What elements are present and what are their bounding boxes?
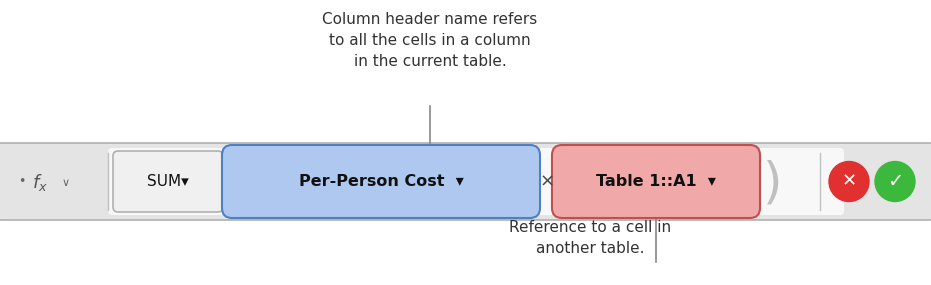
- FancyBboxPatch shape: [0, 143, 931, 220]
- Text: $f_x$: $f_x$: [32, 172, 47, 193]
- Text: ): ): [763, 160, 783, 207]
- Text: ✓: ✓: [887, 172, 903, 191]
- Text: •: •: [18, 175, 25, 188]
- Text: SUM▾: SUM▾: [147, 174, 189, 189]
- Circle shape: [829, 162, 869, 201]
- FancyBboxPatch shape: [552, 145, 760, 218]
- FancyBboxPatch shape: [113, 151, 223, 212]
- Text: ×: ×: [539, 172, 555, 190]
- Text: Reference to a cell in
another table.: Reference to a cell in another table.: [509, 220, 671, 256]
- Text: ✕: ✕: [842, 172, 857, 190]
- FancyBboxPatch shape: [108, 148, 844, 215]
- Text: Per-Person Cost  ▾: Per-Person Cost ▾: [299, 174, 464, 189]
- FancyBboxPatch shape: [222, 145, 540, 218]
- Text: ∨: ∨: [62, 178, 70, 188]
- Text: Column header name refers
to all the cells in a column
in the current table.: Column header name refers to all the cel…: [322, 12, 537, 69]
- Text: Table 1::A1  ▾: Table 1::A1 ▾: [596, 174, 716, 189]
- Circle shape: [875, 162, 915, 201]
